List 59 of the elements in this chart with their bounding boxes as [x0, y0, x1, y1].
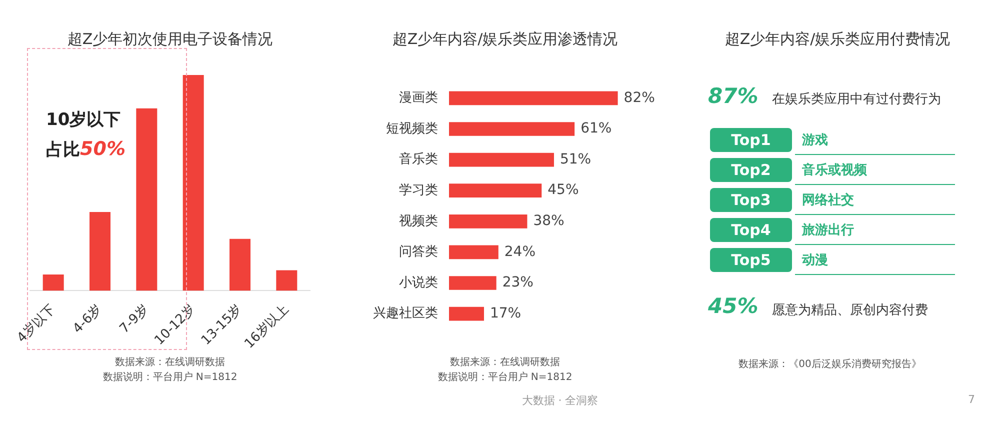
text: 游戏: [802, 132, 828, 149]
data-label: 45%: [548, 182, 579, 198]
x-tick-label: 16岁以上: [242, 302, 292, 352]
data-label: 51%: [560, 151, 592, 168]
y-tick-label: 小说类: [399, 275, 438, 290]
bar: [136, 108, 158, 291]
bar: [42, 274, 64, 291]
text: Top4: [710, 218, 792, 242]
text: Top3: [710, 188, 792, 212]
annotation: 10岁以下: [46, 109, 121, 131]
data-label: 24%: [504, 244, 536, 260]
annotation: 50%: [80, 138, 126, 160]
chart-title: 超Z少年初次使用电子设备情况: [66, 29, 274, 50]
bar: [449, 91, 618, 106]
bar: [449, 306, 484, 321]
bar: [90, 212, 110, 291]
y-tick-label: 漫画类: [399, 90, 438, 106]
x-tick-label: 4-6岁: [70, 302, 106, 337]
y-tick-label: 音乐类: [399, 152, 438, 168]
bar: [449, 122, 575, 136]
bar: [276, 270, 298, 291]
source-note: 数据来源：在线调研数据: [449, 356, 561, 370]
y-tick-label: 问答类: [399, 244, 438, 260]
chart-title: 超Z少年内容/娱乐类应用渗透情况: [391, 29, 619, 50]
data-label: 17%: [490, 305, 522, 322]
text: 旅游出行: [802, 222, 854, 239]
y-tick-label: 学习类: [399, 182, 438, 198]
text: 87%: [708, 84, 758, 108]
text: 大数据 · 全洞察: [520, 393, 600, 408]
text: 动漫: [802, 252, 828, 269]
text: Top1: [710, 128, 792, 152]
bar: [449, 214, 528, 228]
bar: [449, 245, 498, 260]
text: 在娱乐类应用中有过付费行为: [772, 91, 941, 108]
text: Top2: [710, 158, 792, 182]
bar: [449, 184, 542, 198]
bar: [182, 75, 204, 291]
x-tick-label: 7-9岁: [117, 302, 152, 337]
data-label: 23%: [502, 274, 534, 291]
text: 网络社交: [802, 192, 854, 209]
text: 7: [968, 393, 975, 406]
text: 愿意为精品、原创内容付费: [772, 302, 928, 319]
text: 数据说明：平台用户 N=1812: [436, 370, 574, 385]
bar: [449, 152, 554, 167]
y-tick-label: 兴趣社区类: [373, 306, 438, 322]
text: 超Z少年内容/娱乐类应用付费情况: [724, 29, 952, 50]
data-label: 61%: [580, 120, 612, 137]
data-label: 38%: [533, 213, 564, 230]
source-note: 数据来源：在线调研数据: [114, 356, 226, 370]
text: 45%: [708, 294, 758, 318]
text: 数据说明：平台用户 N=1812: [102, 370, 238, 385]
source-note: 数据来源：《00后泛娱乐消费研究报告》: [738, 358, 922, 372]
y-tick-label: 短视频类: [386, 121, 438, 136]
bar: [449, 276, 496, 290]
text: 音乐或视频: [802, 162, 867, 179]
bar: [230, 238, 250, 291]
y-tick-label: 视频类: [399, 214, 438, 229]
data-label: 82%: [624, 90, 655, 106]
text: Top5: [710, 248, 792, 272]
